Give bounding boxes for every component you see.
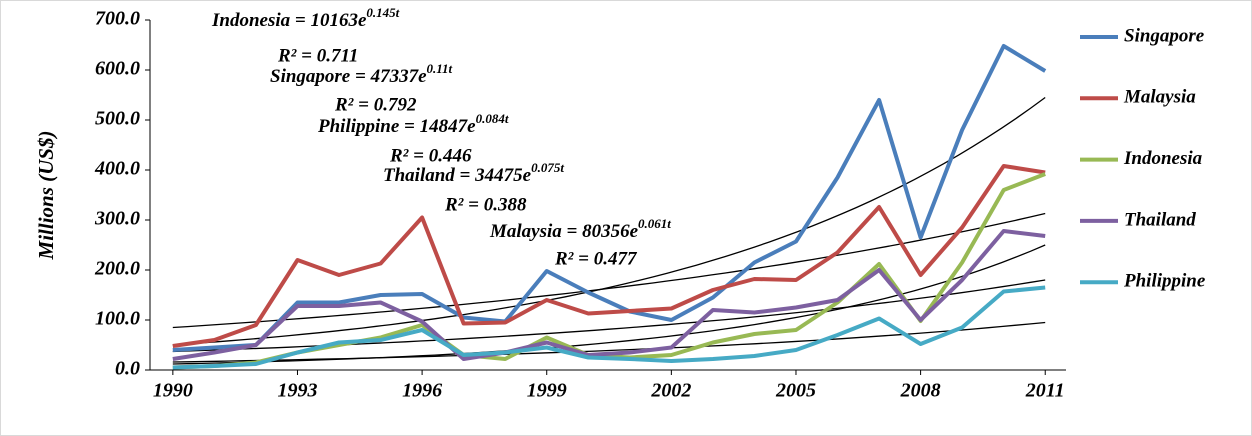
x-tick-label: 2008 [900, 380, 941, 402]
annotation-exponent: 0.061t [638, 216, 671, 231]
legend-label: Singapore [1124, 25, 1205, 46]
annotation-exponent: 0.084t [476, 111, 509, 126]
annotation-text: Malaysia = 80356e [489, 221, 639, 242]
y-tick-label: 100.0 [95, 308, 140, 330]
annotation: Malaysia = 80356e0.061t [489, 216, 671, 242]
trendline [172, 96, 1046, 346]
annotation: Indonesia = 10163e0.145t [211, 5, 400, 31]
y-tick-label: 700.0 [95, 8, 140, 30]
x-tick-label: 2005 [775, 380, 816, 402]
annotation-r2: R² = 0.388 [444, 194, 527, 215]
x-tick-label: 1996 [402, 380, 442, 402]
legend-label: Philippine [1123, 271, 1206, 292]
y-tick-label: 200.0 [94, 258, 140, 280]
x-tick-label: 2002 [650, 380, 691, 402]
y-axis-label: Millions (US$) [34, 131, 58, 261]
annotation-exponent: 0.075t [531, 160, 564, 175]
legend-label: Indonesia [1123, 148, 1203, 169]
y-tick-label: 400.0 [94, 158, 140, 180]
annotation-text: Indonesia = 10163e [211, 10, 367, 31]
annotation-r2: R² = 0.792 [334, 94, 417, 115]
y-tick-label: 500.0 [95, 108, 140, 130]
legend-label: Thailand [1124, 209, 1196, 230]
annotation-exponent: 0.145t [366, 5, 399, 20]
series-line [172, 44, 1047, 352]
y-tick-label: 0.0 [115, 358, 140, 380]
x-tick-label: 1999 [527, 380, 567, 402]
annotation: Philippine = 14847e0.084t [317, 111, 509, 137]
annotation-text: Singapore = 47337e [270, 66, 427, 87]
annotation-exponent: 0.11t [427, 61, 453, 76]
annotation-r2: R² = 0.477 [554, 248, 638, 269]
y-tick-label: 300.0 [94, 208, 140, 230]
series-line [172, 229, 1046, 361]
annotation-r2: R² = 0.711 [277, 45, 358, 66]
annotation-r2: R² = 0.446 [389, 145, 472, 166]
x-tick-label: 2011 [1025, 380, 1065, 402]
annotation-text: Philippine = 14847e [317, 116, 476, 137]
y-tick-label: 600.0 [95, 58, 140, 80]
legend-label: Malaysia [1123, 87, 1196, 108]
annotation: Singapore = 47337e0.11t [270, 61, 453, 87]
x-tick-label: 1990 [153, 380, 193, 402]
trendline [172, 321, 1046, 363]
series-line [172, 285, 1046, 370]
x-tick-label: 1993 [277, 380, 317, 402]
series-line [172, 164, 1046, 348]
annotation: Thailand = 34475e0.075t [383, 160, 564, 186]
annotation-text: Thailand = 34475e [383, 165, 532, 186]
